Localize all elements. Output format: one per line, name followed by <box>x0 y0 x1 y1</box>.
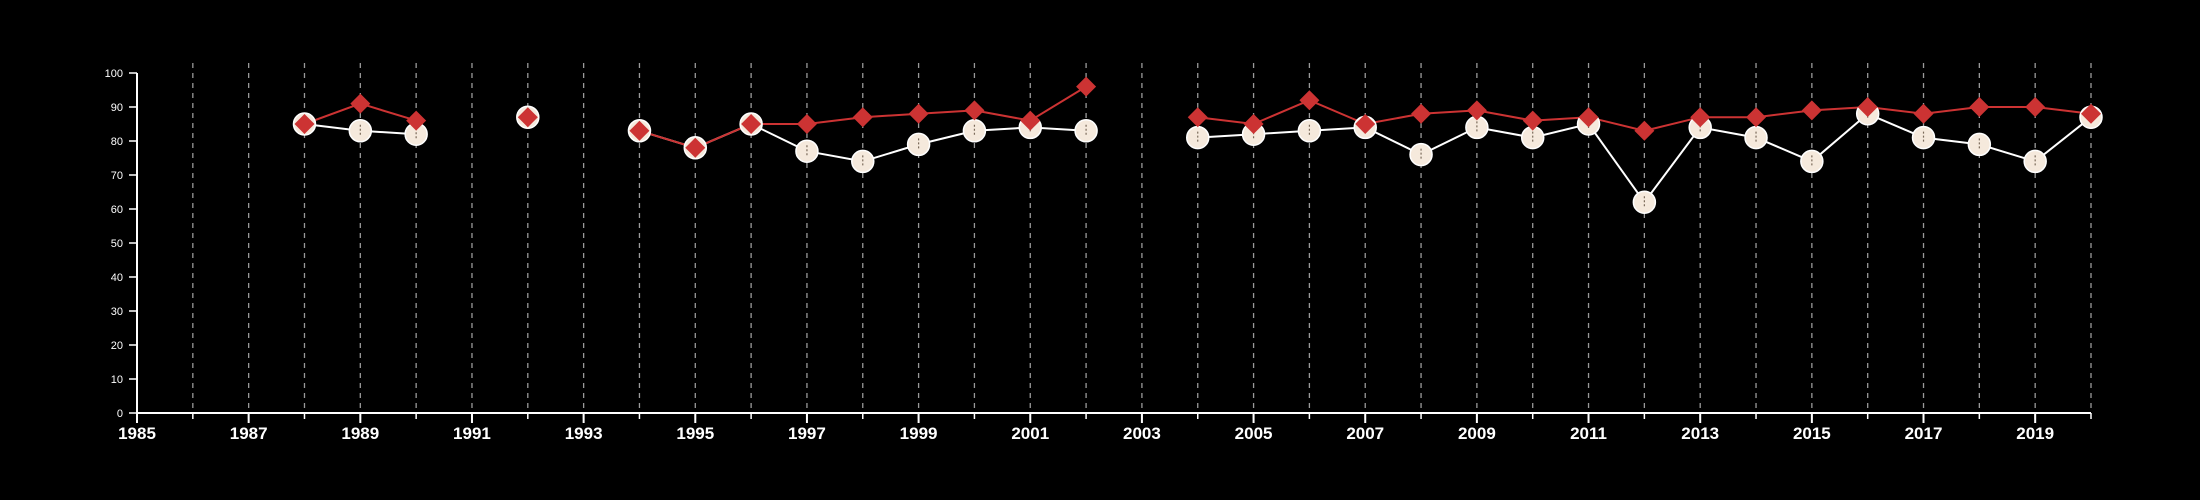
x-tick-label: 2003 <box>1123 424 1161 443</box>
x-tick-label: 1995 <box>676 424 714 443</box>
y-tick-label: 70 <box>111 170 123 182</box>
series-2-point <box>1243 114 1264 134</box>
x-tick-label: 1999 <box>900 424 938 443</box>
x-tick-label: 2017 <box>1905 424 1943 443</box>
y-tick-label: 100 <box>105 68 123 80</box>
series-2-point <box>1857 97 1878 117</box>
series-2-point <box>796 114 817 134</box>
series-2-point <box>685 137 706 158</box>
series-2-point <box>2025 97 2046 117</box>
series-2-point <box>1801 100 1822 121</box>
x-tick-label: 2013 <box>1681 424 1719 443</box>
series-2-point <box>741 114 762 134</box>
x-tick-label: 1987 <box>230 424 268 443</box>
series-2-point <box>1020 110 1041 131</box>
series-2-point <box>517 107 538 128</box>
x-tick-label: 2001 <box>1011 424 1049 443</box>
grid <box>192 63 2092 413</box>
series-2-point <box>1634 120 1655 141</box>
series-layer <box>292 76 2103 214</box>
x-tick-label: 2019 <box>2016 424 2054 443</box>
axes: 0 10 20 30 40 50 60 70 80 90 100 1985 1987 1989 1991 19… <box>105 68 2092 443</box>
series-2-point <box>964 100 985 121</box>
y-tick-label: 0 <box>117 408 123 420</box>
y-tick-label: 10 <box>111 374 123 386</box>
y-tick-label: 50 <box>111 238 123 250</box>
y-tick-label: 30 <box>111 306 123 318</box>
x-tick-label: 2009 <box>1458 424 1496 443</box>
y-tick-label: 90 <box>111 102 123 114</box>
series-2-point <box>2081 103 2101 124</box>
series-2-point <box>629 120 650 141</box>
series-2-point <box>908 103 929 124</box>
x-tick-label: 1993 <box>565 424 603 443</box>
series-2-point <box>1187 107 1208 128</box>
x-tick-label: 1985 <box>118 424 156 443</box>
x-tick-label: 1991 <box>453 424 491 443</box>
x-tick-label: 1989 <box>341 424 379 443</box>
x-tick-label: 1997 <box>788 424 826 443</box>
series-2-point <box>1578 107 1599 128</box>
x-tick-label: 2005 <box>1235 424 1273 443</box>
y-tick-label: 80 <box>111 136 123 148</box>
series-2-point <box>1299 90 1320 111</box>
series-2-point <box>294 114 315 134</box>
series-2-point <box>1522 110 1543 131</box>
series-2-point <box>1690 107 1711 128</box>
series-2-point <box>1969 97 1990 117</box>
series-2-point <box>1355 114 1376 134</box>
x-tick-label: 2015 <box>1793 424 1831 443</box>
y-tick-label: 40 <box>111 272 123 284</box>
series-2-point <box>1076 76 1097 97</box>
series-2-point <box>350 93 371 114</box>
y-tick-label: 60 <box>111 204 123 216</box>
x-tick-label: 2011 <box>1570 424 1607 443</box>
series-2-point <box>1913 103 1934 124</box>
x-tick-label: 2007 <box>1346 424 1384 443</box>
series-2-point <box>1466 100 1487 121</box>
series-2-point <box>852 107 873 128</box>
series-2-point <box>1411 103 1432 124</box>
series-2-point <box>1746 107 1767 128</box>
y-tick-label: 20 <box>111 340 123 352</box>
series-2-point <box>406 110 427 131</box>
